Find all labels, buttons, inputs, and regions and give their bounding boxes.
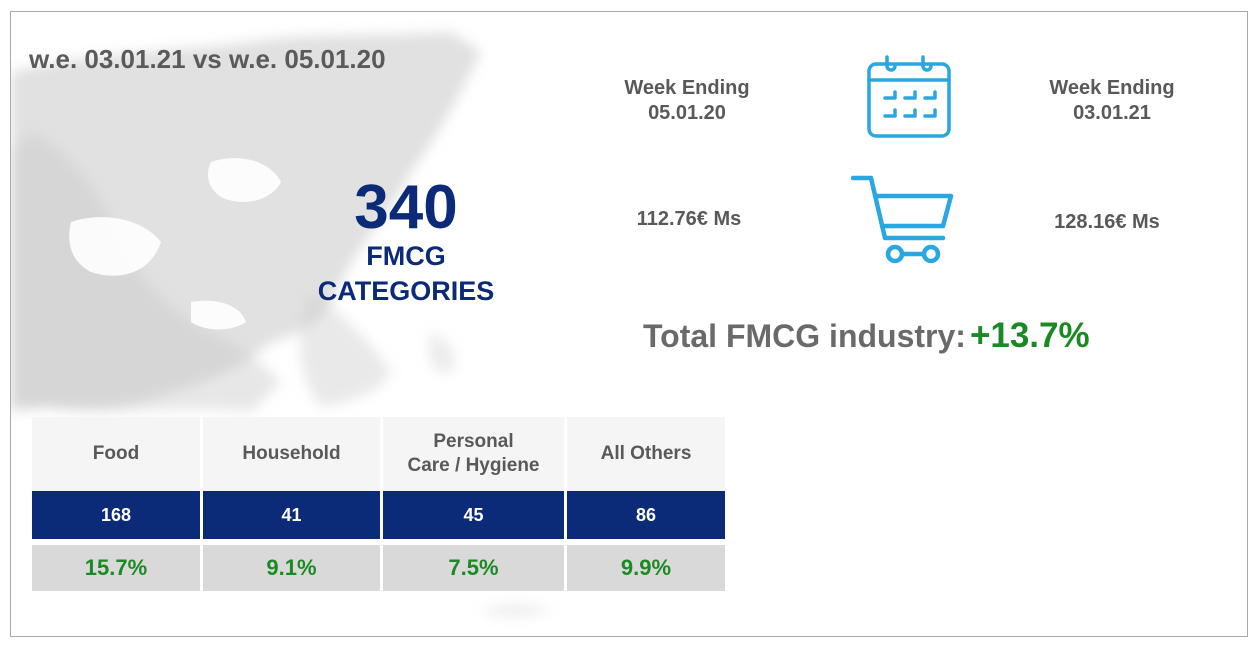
change-all-others: 9.9%	[567, 545, 725, 591]
count-food: 168	[32, 491, 200, 539]
week-previous-title: Week Ending	[624, 77, 750, 99]
week-current-date: 03.01.21	[1073, 102, 1151, 124]
week-previous-value: 112.76€ Ms	[636, 208, 742, 230]
calendar-icon	[867, 55, 951, 138]
week-current-title: Week Ending	[1049, 77, 1175, 99]
table-count-row: 168 41 45 86	[32, 491, 725, 539]
total-change: +13.7%	[969, 316, 1090, 355]
week-current-label: Week Ending 03.01.21	[1012, 76, 1212, 126]
categories-table: Food Household Personal Care / Hygiene Al…	[29, 417, 728, 591]
categories-label: FMCG CATEGORIES	[296, 239, 516, 309]
period-title: w.e. 03.01.21 vs w.e. 05.01.20	[29, 44, 386, 74]
categories-count: 340	[354, 173, 458, 242]
week-previous-label: Week Ending 05.01.20	[587, 76, 787, 126]
count-household: 41	[203, 491, 380, 539]
table-header-row: Food Household Personal Care / Hygiene Al…	[32, 417, 725, 491]
total-label: Total FMCG industry:	[643, 318, 966, 354]
header-food: Food	[32, 417, 200, 491]
header-household: Household	[203, 417, 380, 491]
categories-label-line-2: CATEGORIES	[317, 276, 495, 306]
week-previous-date: 05.01.20	[648, 102, 726, 124]
table-change-row: 15.7% 9.1% 7.5% 9.9%	[32, 545, 725, 591]
change-personal-care: 7.5%	[383, 545, 564, 591]
week-current-value: 128.16€ Ms	[1054, 211, 1160, 233]
total-industry: Total FMCG industry: +13.7%	[643, 316, 1090, 356]
greece-map	[11, 32, 551, 616]
slide-frame: w.e. 03.01.21 vs w.e. 05.01.20 340 FMCG …	[10, 11, 1248, 637]
change-household: 9.1%	[203, 545, 380, 591]
shopping-cart-icon	[851, 175, 954, 264]
categories-label-line-1: FMCG	[366, 241, 446, 271]
change-food: 15.7%	[32, 545, 200, 591]
count-personal-care: 45	[383, 491, 564, 539]
count-all-others: 86	[567, 491, 725, 539]
header-all-others: All Others	[567, 417, 725, 491]
header-personal-care: Personal Care / Hygiene	[383, 417, 564, 491]
